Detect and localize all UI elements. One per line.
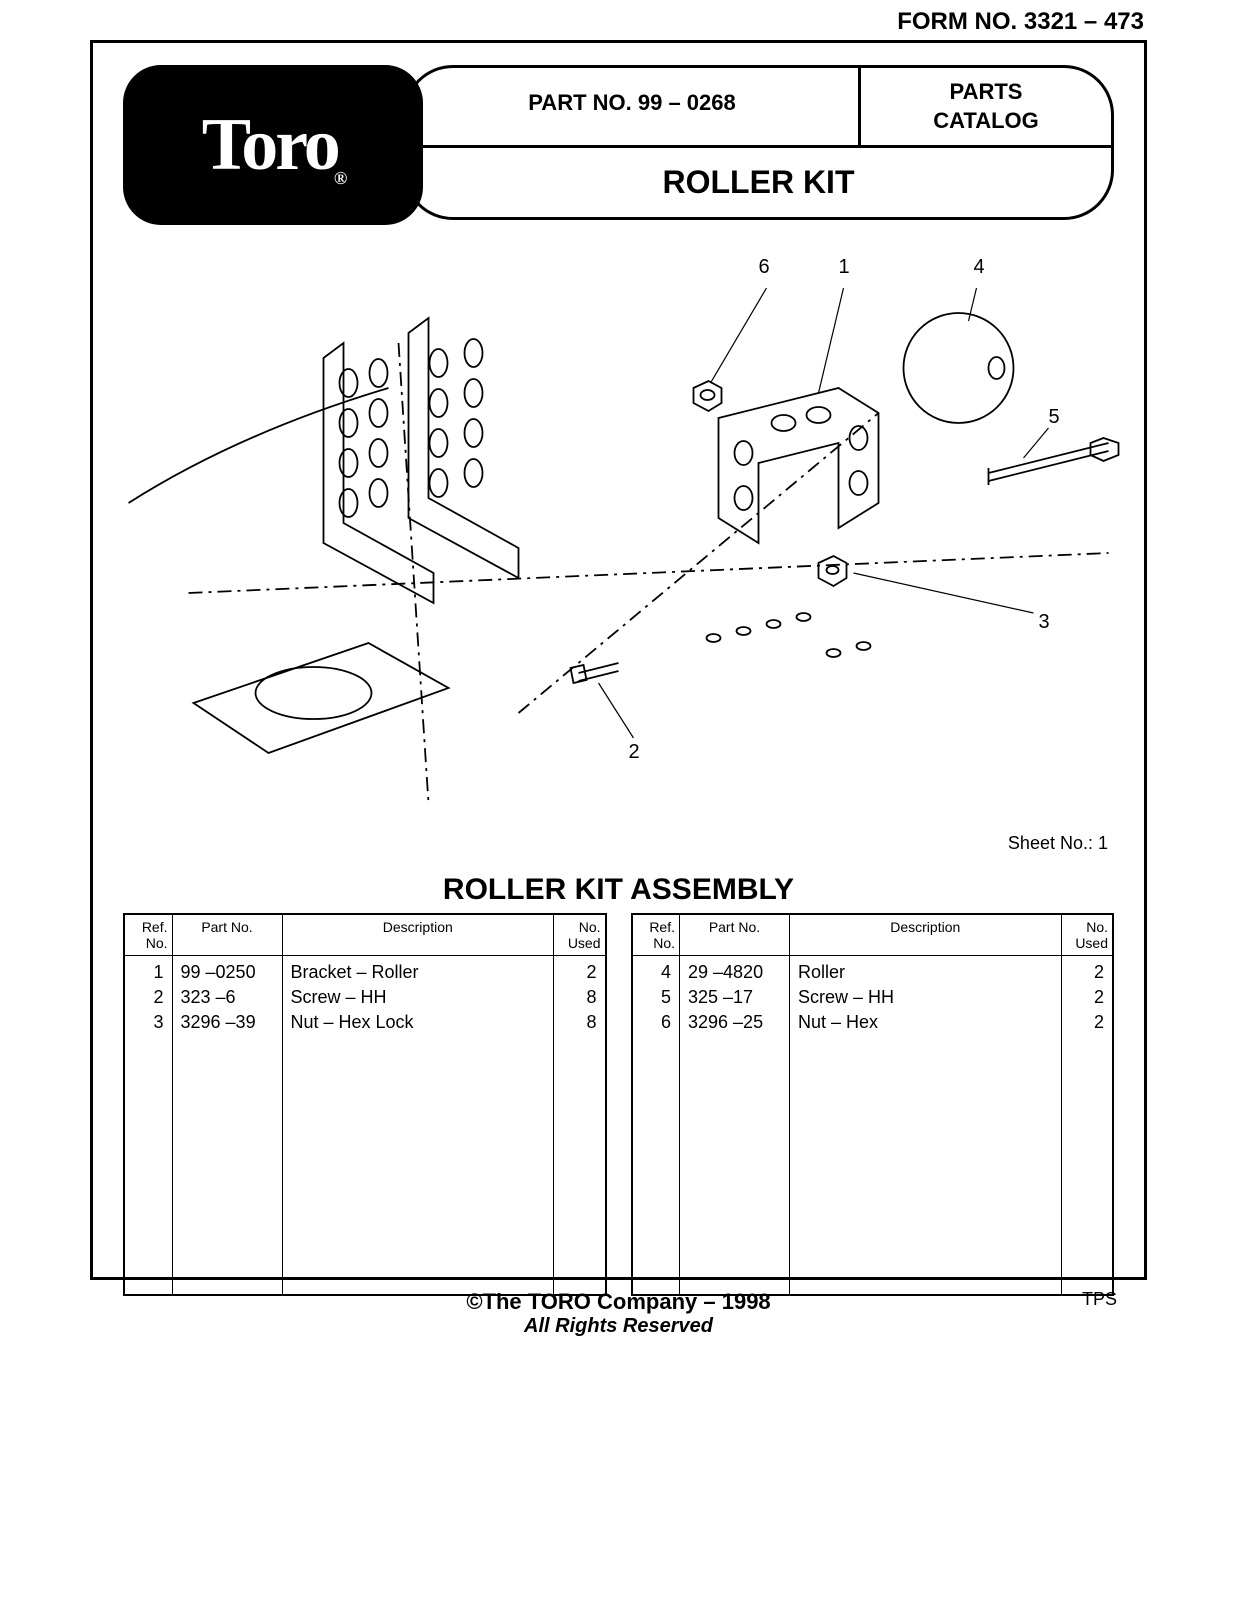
cell-ref: 5: [632, 985, 680, 1010]
callout-3: 3: [1039, 611, 1050, 633]
header-title: ROLLER KIT: [406, 148, 1111, 217]
cell-part: 325 –17: [680, 985, 790, 1010]
exploded-diagram: 6 1 4 5 3 2: [103, 243, 1134, 823]
toro-logo: Toro ®: [123, 65, 423, 225]
callout-5: 5: [1049, 406, 1060, 428]
cell-desc: Screw – HH: [282, 985, 554, 1010]
cell-ref: 4: [632, 956, 680, 986]
cell-desc: Roller: [790, 956, 1062, 986]
footer-rights: All Rights Reserved: [0, 1315, 1237, 1338]
assembly-title: ROLLER KIT ASSEMBLY: [93, 873, 1144, 907]
table-row: 63296 –25Nut – Hex2: [632, 1010, 1114, 1035]
header-catalog-line1: PARTS: [871, 78, 1101, 107]
cell-used: 2: [1061, 956, 1113, 986]
th-desc: Description: [790, 914, 1062, 956]
tbody-left: 199 –0250Bracket – Roller22323 –6Screw –…: [124, 956, 606, 1296]
cell-used: 2: [1061, 1010, 1113, 1035]
tbody-right: 429 –4820Roller25325 –17Screw – HH263296…: [632, 956, 1114, 1296]
header-box: PART NO. 99 – 0268 PARTS CATALOG ROLLER …: [403, 65, 1114, 220]
th-desc: Description: [282, 914, 554, 956]
diagram-svg: 6 1 4 5 3 2: [103, 243, 1134, 823]
callout-6: 6: [759, 256, 770, 278]
th-ref: Ref. No.: [124, 914, 172, 956]
cell-used: 8: [554, 1010, 606, 1035]
header-row: PART NO. 99 – 0268 PARTS CATALOG: [406, 68, 1111, 148]
header-catalog: PARTS CATALOG: [861, 68, 1111, 145]
cell-part: 29 –4820: [680, 956, 790, 986]
cell-ref: 3: [124, 1010, 172, 1035]
cell-part: 3296 –25: [680, 1010, 790, 1035]
page-frame: FORM NO. 3321 – 473 PART NO. 99 – 0268 P…: [90, 40, 1147, 1280]
cell-part: 3296 –39: [172, 1010, 282, 1035]
cell-used: 8: [554, 985, 606, 1010]
th-ref: Ref. No.: [632, 914, 680, 956]
logo-text: Toro: [202, 103, 338, 188]
parts-table-right: Ref. No. Part No. Description No. Used 4…: [631, 913, 1115, 1296]
logo-registered-icon: ®: [334, 168, 344, 189]
sheet-number: Sheet No.: 1: [1008, 833, 1108, 854]
table-row: 429 –4820Roller2: [632, 956, 1114, 986]
cell-desc: Screw – HH: [790, 985, 1062, 1010]
th-part: Part No.: [172, 914, 282, 956]
cell-part: 323 –6: [172, 985, 282, 1010]
table-row: 5325 –17Screw – HH2: [632, 985, 1114, 1010]
form-number: FORM NO. 3321 – 473: [897, 8, 1144, 36]
cell-desc: Nut – Hex Lock: [282, 1010, 554, 1035]
header-catalog-line2: CATALOG: [871, 107, 1101, 136]
callout-2: 2: [629, 741, 640, 763]
th-used: No. Used: [1061, 914, 1113, 956]
callout-1: 1: [839, 256, 850, 278]
cell-part: 99 –0250: [172, 956, 282, 986]
th-part: Part No.: [680, 914, 790, 956]
cell-desc: Bracket – Roller: [282, 956, 554, 986]
footer-tps: TPS: [1082, 1289, 1117, 1310]
th-used: No. Used: [554, 914, 606, 956]
callout-4: 4: [974, 256, 985, 278]
table-row: 2323 –6Screw – HH8: [124, 985, 606, 1010]
cell-used: 2: [554, 956, 606, 986]
cell-desc: Nut – Hex: [790, 1010, 1062, 1035]
tables-container: Ref. No. Part No. Description No. Used 1…: [123, 913, 1114, 1257]
table-row: 199 –0250Bracket – Roller2: [124, 956, 606, 986]
table-row: 33296 –39Nut – Hex Lock8: [124, 1010, 606, 1035]
footer-copyright: ©The TORO Company – 1998: [0, 1289, 1237, 1315]
header-part-number: PART NO. 99 – 0268: [406, 68, 861, 145]
cell-used: 2: [1061, 985, 1113, 1010]
parts-table-left: Ref. No. Part No. Description No. Used 1…: [123, 913, 607, 1296]
cell-ref: 2: [124, 985, 172, 1010]
cell-ref: 1: [124, 956, 172, 986]
cell-ref: 6: [632, 1010, 680, 1035]
